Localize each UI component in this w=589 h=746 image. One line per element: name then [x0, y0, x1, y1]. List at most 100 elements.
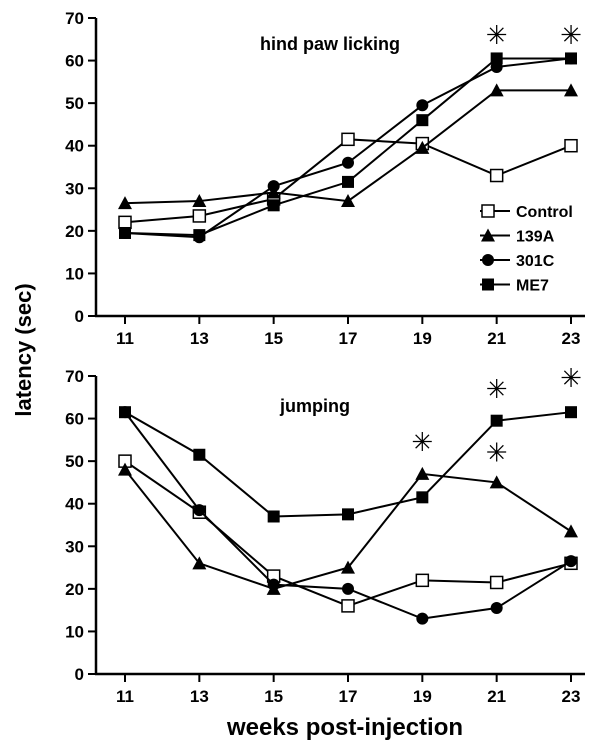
x-tick-label: 19: [413, 329, 432, 348]
y-tick-label: 70: [65, 9, 84, 28]
data-point-301c: [490, 602, 503, 615]
data-point-139a: [489, 475, 504, 489]
y-tick-label: 20: [65, 580, 84, 599]
data-point-139a: [341, 560, 355, 574]
data-point-me7: [119, 226, 131, 239]
significance-asterisk: ✳: [560, 364, 582, 394]
data-point-me7: [565, 52, 577, 65]
legend-label: 301C: [516, 253, 555, 270]
data-point-me7: [490, 52, 503, 65]
series-me7: [119, 52, 577, 242]
y-tick-label: 10: [65, 264, 84, 283]
x-tick-label: 13: [190, 687, 209, 706]
x-tick-label: 21: [487, 329, 506, 348]
chart-title: hind paw licking: [260, 34, 400, 54]
legend-marker-me7: [482, 278, 494, 291]
x-tick-label: 21: [487, 687, 506, 706]
legend-label: ME7: [516, 278, 549, 295]
significance-asterisk: ✳: [486, 439, 508, 469]
data-point-control: [564, 138, 578, 153]
series-line-me7: [124, 57, 571, 237]
data-point-301c: [342, 582, 354, 595]
significance-asterisk: ✳: [486, 21, 508, 51]
y-axis-label: latency (sec): [11, 283, 36, 416]
legend-marker-139a: [481, 228, 495, 242]
data-point-control: [489, 168, 504, 183]
series-139a: [118, 462, 578, 595]
data-point-139a: [564, 83, 578, 97]
data-point-control: [489, 575, 504, 590]
legend-label: Control: [516, 204, 573, 221]
legend-item-301c: 301C: [480, 253, 555, 270]
y-tick-label: 30: [65, 179, 84, 198]
y-tick-label: 10: [65, 622, 84, 641]
data-point-139a: [341, 194, 355, 208]
x-tick-label: 11: [116, 687, 134, 706]
data-point-139a: [489, 83, 504, 97]
data-point-me7: [565, 406, 577, 419]
y-tick-label: 60: [65, 410, 84, 429]
data-point-me7: [490, 414, 503, 427]
x-tick-label: 15: [264, 687, 283, 706]
y-tick-label: 30: [65, 537, 84, 556]
data-point-139a: [192, 194, 207, 208]
y-tick-label: 0: [75, 665, 84, 684]
data-point-me7: [193, 229, 206, 242]
data-point-control: [415, 573, 430, 588]
x-tick-label: 15: [264, 329, 283, 348]
x-tick-label: 11: [116, 329, 134, 348]
data-point-301c: [342, 156, 354, 169]
legend-marker-control: [481, 204, 495, 218]
data-point-301c: [193, 504, 206, 517]
data-point-me7: [193, 448, 206, 461]
x-tick-label: 23: [562, 329, 581, 348]
data-point-control: [192, 209, 207, 223]
y-tick-label: 70: [65, 367, 84, 386]
data-point-301c: [565, 555, 577, 568]
x-tick-label: 19: [413, 687, 432, 706]
y-tick-label: 50: [65, 94, 84, 113]
significance-asterisk: ✳: [486, 375, 508, 405]
data-point-139a: [118, 196, 132, 210]
x-tick-label: 23: [562, 687, 581, 706]
chart-title: jumping: [279, 396, 350, 416]
significance-asterisk: ✳: [411, 428, 433, 458]
x-tick-label: 17: [339, 687, 358, 706]
significance-asterisk: ✳: [560, 21, 582, 51]
y-tick-label: 40: [65, 137, 84, 156]
data-point-me7: [416, 114, 429, 127]
legend-item-139a: 139A: [480, 228, 555, 246]
legend: Control 139A 301C ME7: [480, 204, 573, 295]
y-tick-label: 40: [65, 495, 84, 514]
y-tick-label: 0: [75, 307, 84, 326]
series-301c: [119, 406, 577, 625]
series-301c: [119, 52, 577, 244]
data-point-139a: [118, 462, 132, 476]
data-point-me7: [267, 510, 280, 523]
data-point-me7: [416, 491, 429, 504]
data-point-139a: [415, 466, 430, 480]
chart-jumping: 0 10 20 30 40 50 60 70 11 13 15 17 19 21 23 jumping ✳ ✳ ✳ ✳: [65, 364, 585, 706]
data-point-me7: [342, 508, 354, 521]
y-tick-label: 20: [65, 222, 84, 241]
data-point-139a: [192, 556, 207, 570]
x-tick-label: 13: [190, 329, 209, 348]
data-point-301c: [267, 578, 280, 591]
legend-marker-301c: [482, 254, 494, 266]
data-point-me7: [267, 199, 280, 212]
data-point-139a: [564, 524, 578, 538]
x-axis-label: weeks post-injection: [226, 714, 463, 741]
data-point-me7: [342, 175, 354, 188]
series-139a: [118, 83, 578, 210]
data-point-301c: [416, 612, 429, 625]
data-point-control: [341, 599, 355, 613]
data-point-301c: [267, 180, 280, 193]
y-tick-label: 60: [65, 52, 84, 71]
series-me7: [119, 406, 577, 523]
legend-label: 139A: [516, 229, 555, 246]
legend-item-me7: ME7: [480, 278, 549, 295]
data-point-139a: [415, 140, 430, 154]
data-point-me7: [119, 406, 131, 419]
data-point-control: [118, 215, 132, 230]
